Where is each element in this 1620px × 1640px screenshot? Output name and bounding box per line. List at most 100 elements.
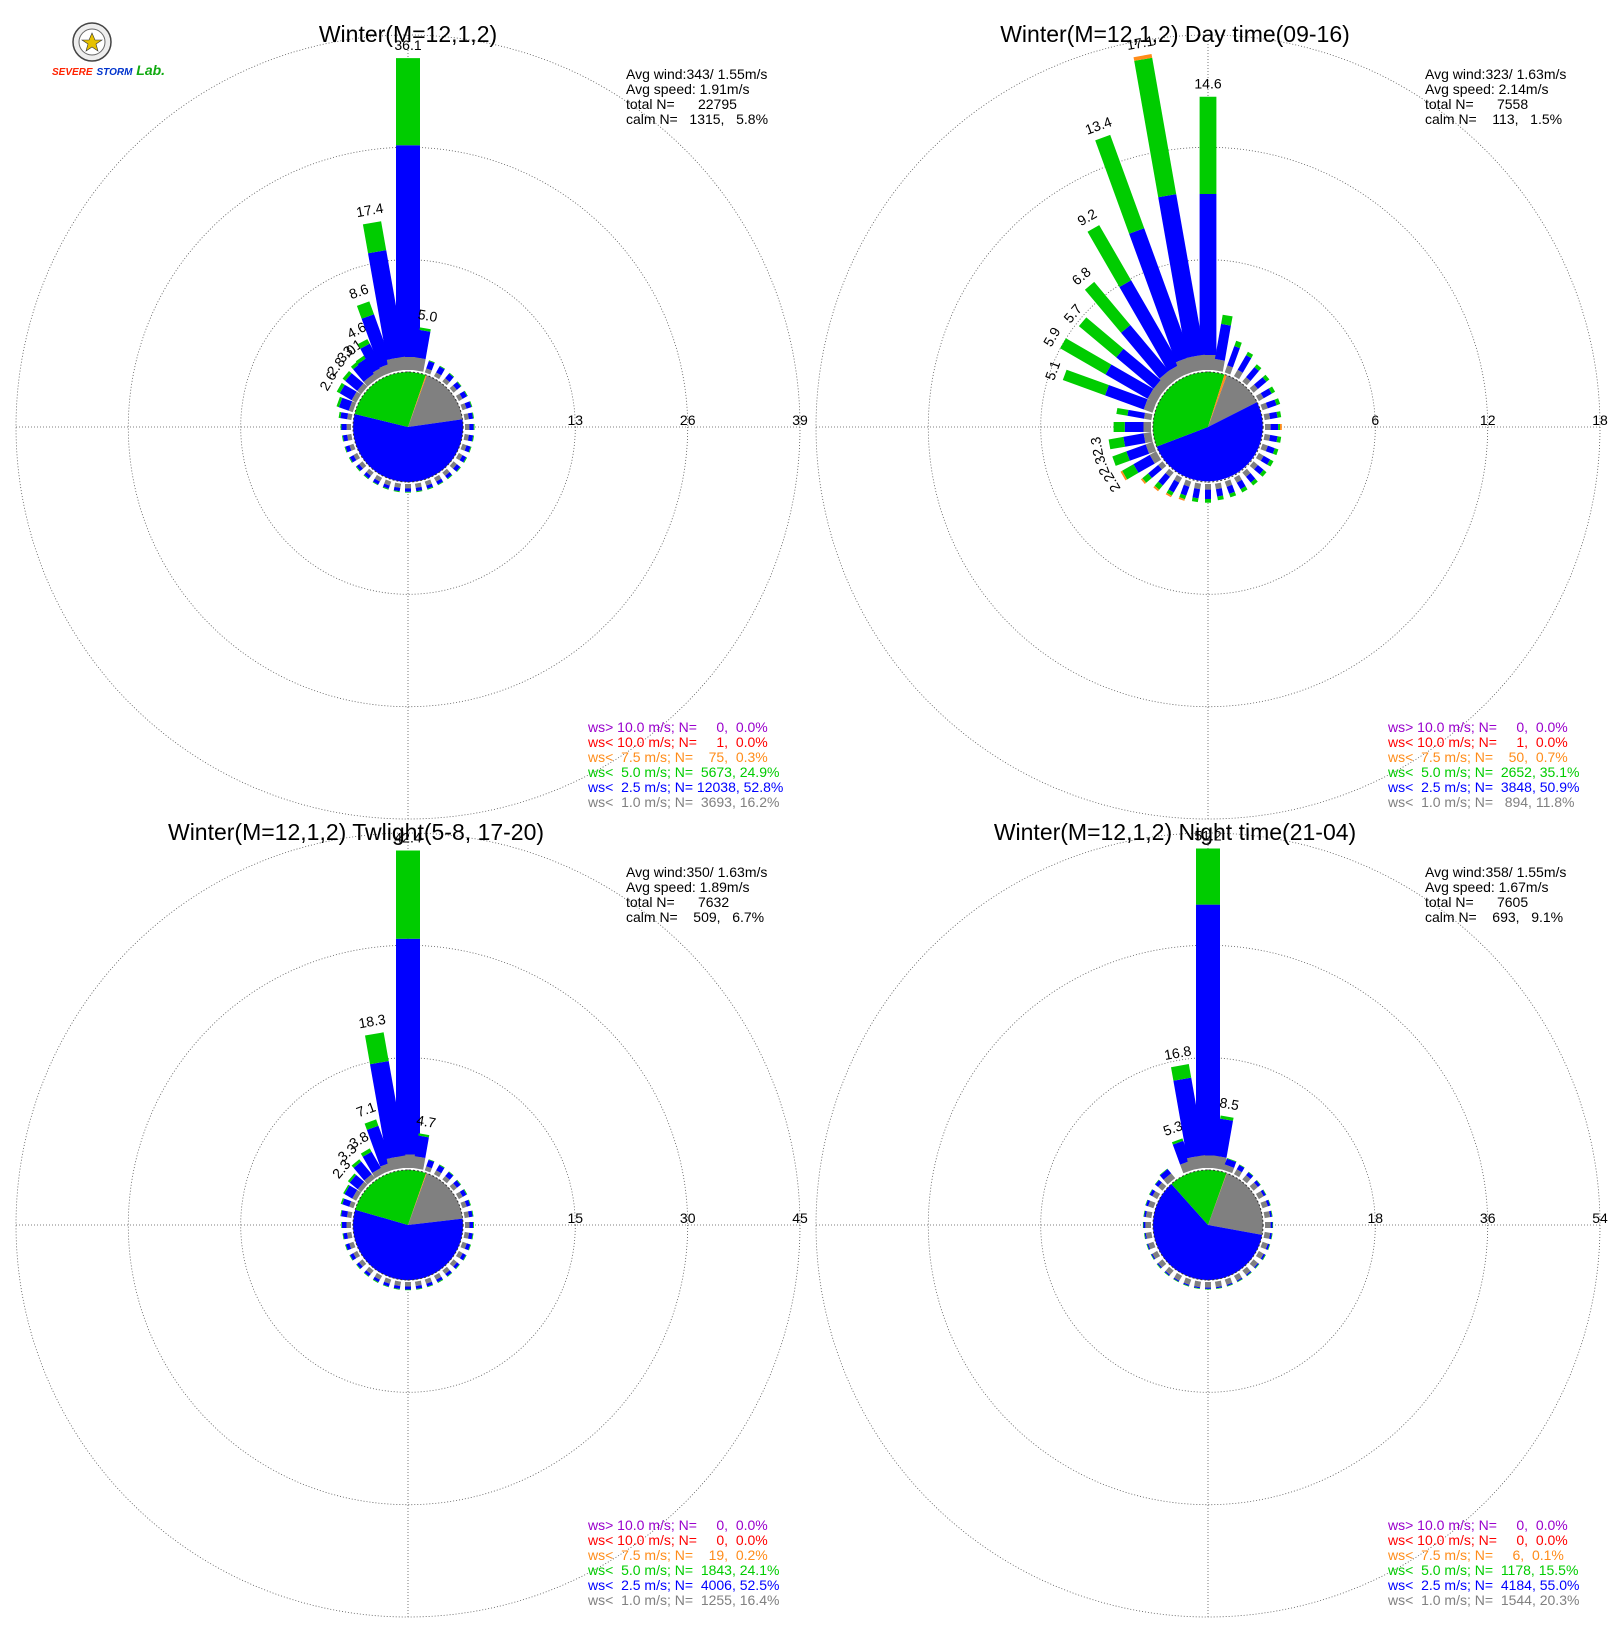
bar-segment: [1142, 473, 1152, 483]
pie-slice: [1152, 1184, 1263, 1281]
bar-segment: [1159, 1168, 1168, 1176]
bar-segment: [1260, 402, 1268, 411]
bar-segment: [449, 372, 455, 378]
bar-segment: [442, 468, 450, 476]
bar-segment: [343, 1184, 350, 1195]
windrose-panel-4: 18 36 54 51.2 8.5 5.3 16.8 Winter(M=12,1,2) Nig…: [815, 819, 1608, 1618]
bar-segment: [1180, 484, 1190, 496]
bar-value-label: 8.6: [347, 280, 371, 302]
bar-segment: [439, 1164, 445, 1169]
bar-segment: [1187, 1155, 1207, 1171]
grid-ring: [240, 259, 576, 595]
logo-lab: Lab.: [136, 62, 166, 78]
legend-entry: ws< 1.0 m/s; N= 3693, 16.2%: [587, 794, 779, 810]
bar-segment: [1260, 1189, 1266, 1197]
tick-label: 36: [1480, 1210, 1496, 1226]
bar-segment: [340, 1198, 345, 1205]
bar-segment: [346, 1211, 353, 1219]
bar-segment: [1233, 369, 1243, 380]
bar-segment: [414, 329, 431, 360]
legend-entry: ws< 7.5 m/s; N= 50, 0.7%: [1387, 749, 1568, 765]
bar-segment: [382, 486, 389, 490]
bar-value-label: 8.5: [1218, 1094, 1240, 1113]
bar-segment: [1116, 408, 1129, 416]
pie-slice: [355, 1170, 427, 1225]
bar-segment: [1263, 1231, 1271, 1239]
bar-segment: [1226, 1158, 1237, 1162]
bar-segment: [437, 1279, 444, 1283]
bar-segment: [1222, 1164, 1235, 1174]
bar-segment: [1226, 484, 1235, 494]
bar-segment: [342, 1222, 347, 1228]
bar-segment: [445, 1171, 454, 1180]
bar-segment: [460, 403, 467, 411]
bar-segment: [1272, 1222, 1274, 1228]
bar-segment: [1265, 445, 1275, 454]
bar-segment: [384, 1277, 392, 1284]
bar-segment: [346, 424, 351, 430]
bar-segment: [349, 1201, 356, 1209]
bar-segment: [1237, 355, 1252, 373]
bar-segment: [1270, 1222, 1273, 1228]
bar-segment: [1271, 1233, 1273, 1240]
bar-segment: [366, 468, 374, 476]
bar-segment: [1165, 1266, 1174, 1275]
bar-segment: [455, 452, 463, 461]
bar-segment: [353, 1250, 361, 1259]
legend-entry: ws< 10.0 m/s; N= 1, 0.0%: [1387, 734, 1568, 750]
bar-segment: [338, 397, 353, 411]
bar-segment: [1242, 1266, 1251, 1275]
bar-segment: [1143, 432, 1153, 444]
bar-segment: [1217, 495, 1224, 501]
bar-segment: [1146, 1244, 1149, 1250]
bar-segment: [437, 481, 444, 486]
bar-segment: [362, 221, 387, 254]
bar-segment: [1134, 57, 1177, 198]
logo-severe: SEVERE: [52, 67, 93, 78]
bar-segment: [1153, 485, 1160, 492]
bar-segment: [1173, 1077, 1205, 1159]
bar-segment: [445, 1270, 452, 1277]
bar-segment: [393, 1285, 401, 1289]
bar-segment: [1174, 474, 1183, 483]
bar-segment: [1268, 386, 1276, 394]
bar-segment: [1095, 134, 1145, 234]
bar-segment: [455, 1250, 463, 1259]
bar-segment: [1280, 424, 1282, 430]
bar-segment: [357, 339, 370, 349]
bar-segment: [1166, 489, 1174, 496]
bar-segment: [1249, 1182, 1258, 1191]
bar-value-label: 36.1: [394, 37, 421, 53]
bar-segment: [1129, 228, 1191, 363]
stat-line: Avg wind:343/ 1.55m/s: [626, 66, 767, 82]
bar-segment: [447, 1272, 453, 1277]
bar-segment: [1249, 384, 1258, 393]
bar-segment: [1196, 848, 1220, 905]
panel-title: Winter(M=12,1,2): [319, 21, 497, 47]
bar-value-label: 6.8: [1069, 263, 1094, 288]
bar-segment: [463, 1255, 467, 1261]
bar-segment: [1062, 369, 1109, 396]
bar-segment: [473, 1222, 474, 1228]
bar-segment: [449, 1259, 457, 1267]
bar-segment: [396, 145, 420, 357]
tick-label: 26: [680, 412, 696, 428]
bar-segment: [415, 486, 423, 492]
pie-outline: [1152, 1169, 1264, 1281]
bar-segment: [453, 1262, 460, 1269]
bar-segment: [1183, 479, 1192, 487]
pie-slice: [353, 414, 464, 482]
bar-segment: [1269, 434, 1278, 443]
bar-segment: [368, 250, 405, 360]
pie-slice: [408, 375, 463, 427]
bar-segment: [424, 1277, 432, 1284]
pie-slice: [1208, 1173, 1227, 1225]
bar-segment: [345, 373, 364, 391]
bar-segment: [394, 1280, 402, 1287]
bar-segment: [1278, 424, 1280, 430]
bar-segment: [472, 412, 474, 419]
bar-segment: [1145, 1222, 1151, 1228]
bar-segment: [1145, 1231, 1153, 1239]
bar-segment: [415, 1285, 423, 1289]
bar-segment: [393, 490, 400, 493]
